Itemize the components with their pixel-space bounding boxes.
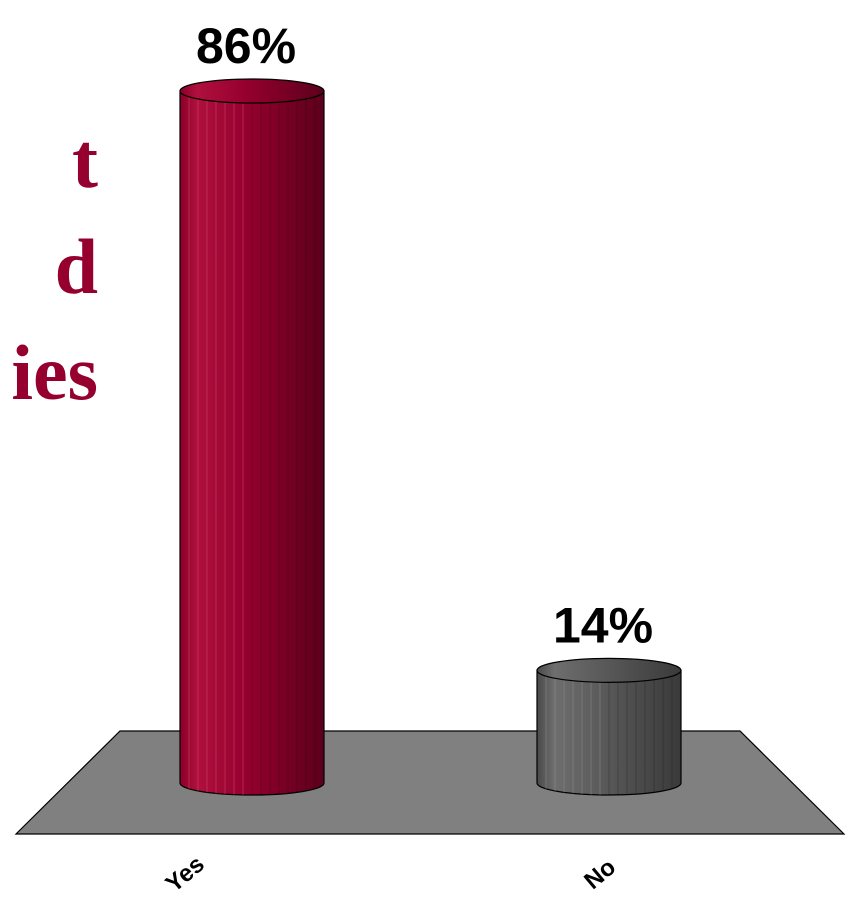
tick-label-yes: Yes [161, 851, 210, 898]
data-label-yes: 86% [196, 18, 296, 74]
chart-floor [14, 730, 846, 835]
ticks-layer: Yes No [161, 851, 621, 898]
bar-no-cap [536, 657, 682, 683]
labels-layer: 86% 14% [196, 18, 653, 653]
bar-no [536, 657, 682, 796]
bar-yes-cap [179, 78, 325, 104]
tick-label-no: No [579, 854, 621, 895]
bar-yes-facets [188, 96, 316, 795]
bars-layer [179, 78, 682, 796]
bar-no-facets [545, 676, 673, 795]
data-label-no: 14% [553, 597, 653, 653]
bar-yes [179, 78, 325, 796]
